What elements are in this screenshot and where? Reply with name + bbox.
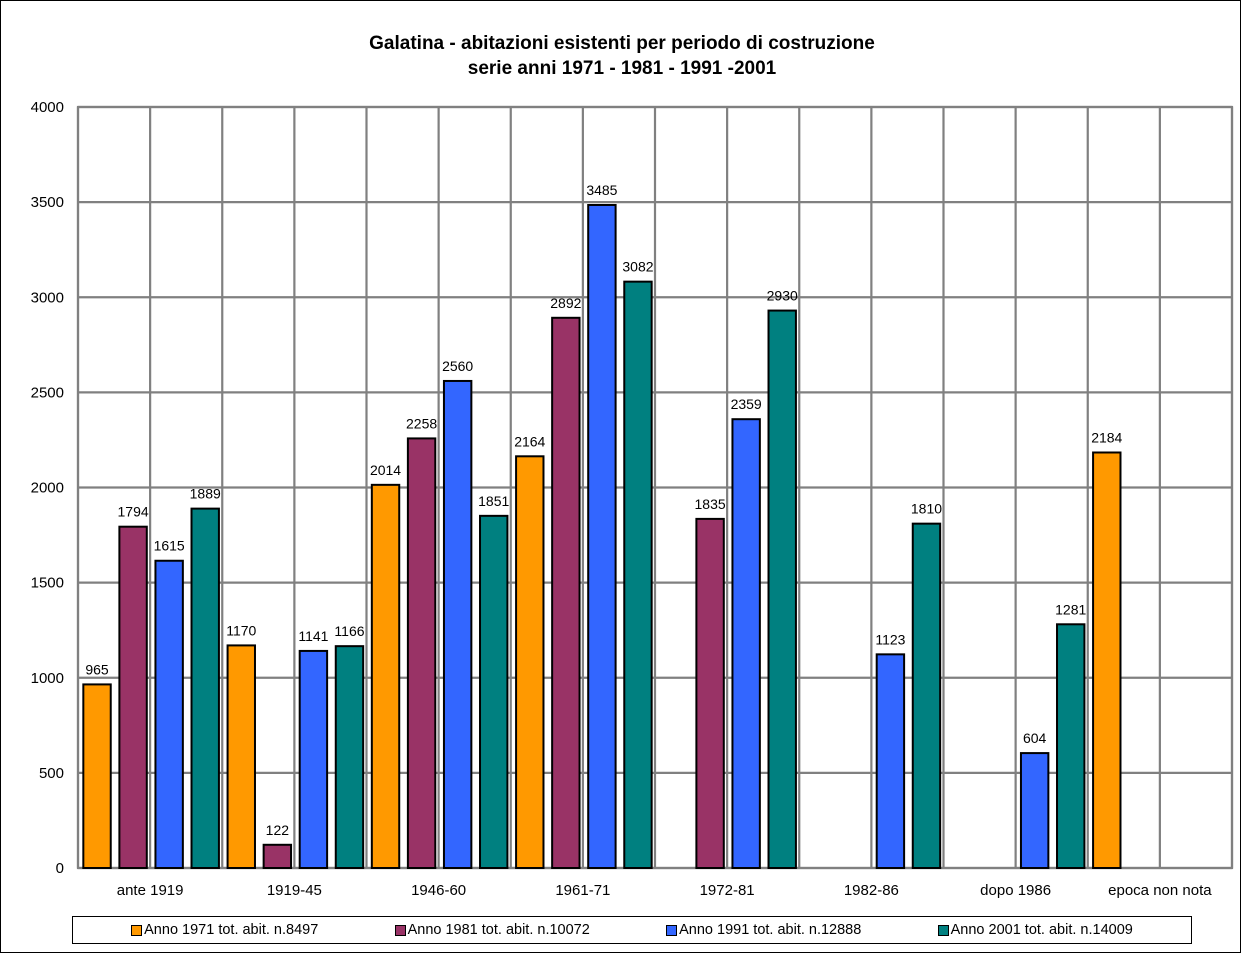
data-label: 1794 [118,504,149,520]
bar [623,280,653,870]
data-label: 2164 [514,433,545,449]
x-tick-label: 1946-60 [411,882,466,899]
bar [731,418,761,869]
y-tick-label: 1000 [31,670,64,687]
x-tick-label: 1972-81 [700,882,755,899]
bar [911,522,942,870]
data-label: 2930 [767,288,798,304]
data-label: 1123 [875,631,905,647]
data-label: 604 [1023,730,1047,746]
chart-title: Galatina - abitazioni esistenti per peri… [369,33,875,54]
y-tick-label: 4000 [31,99,64,116]
bar [334,645,365,870]
legend-label: Anno 2001 tot. abit. n.14009 [950,922,1133,938]
data-label: 2892 [550,295,581,311]
x-tick-label: ante 1919 [117,882,184,899]
legend-swatch [666,924,678,936]
bar [298,649,329,869]
y-tick-label: 1500 [31,575,64,592]
bar [118,525,148,870]
chart-subtitle: serie anni 1971 - 1981 - 1991 -2001 [467,58,777,79]
x-tick-label: 1961-71 [555,882,610,899]
legend-swatch [937,924,949,936]
y-tick-label: 500 [39,765,64,782]
data-label: 1810 [911,501,942,517]
data-label: 2359 [731,396,762,412]
bar [587,203,617,869]
legend-label: Anno 1971 tot. abit. n.8497 [144,922,319,938]
bar [154,559,184,870]
y-tick-label: 2500 [31,384,64,401]
bar [226,644,256,869]
x-tick-label: 1982-86 [844,882,899,899]
bar [82,683,112,869]
bar [406,437,437,869]
bar [1019,752,1050,869]
bar [767,309,797,869]
legend-label: Anno 1981 tot. abit. n.10072 [407,922,590,938]
data-label: 2184 [1091,429,1122,445]
legend-swatch [131,924,143,936]
data-label: 1281 [1055,601,1086,617]
bar [1056,623,1086,869]
y-tick-label: 3500 [31,194,64,211]
data-label: 3485 [586,182,617,198]
bar [1092,451,1122,869]
data-label: 1141 [298,628,328,644]
y-tick-label: 3000 [31,289,64,306]
data-label: 2258 [406,415,437,431]
chart-legend: Anno 1971 tot. abit. n.8497 Anno 1981 tot… [72,916,1192,944]
data-label: 2560 [442,358,473,374]
x-tick-label: epoca non nota [1108,882,1212,899]
legend-entry: Anno 1981 tot. abit. n.10072 [394,922,590,938]
plot-area-border [76,105,1234,870]
data-label: 1170 [226,622,256,638]
data-label: 2014 [370,462,401,478]
bar [695,517,725,869]
data-label: 1615 [154,538,185,554]
y-tick-label: 0 [56,860,64,877]
bar [551,316,581,869]
data-label: 1835 [695,496,726,512]
data-label: 1889 [190,486,221,502]
data-label: 1851 [478,493,509,509]
bar [370,483,401,869]
legend-entry: Anno 1971 tot. abit. n.8497 [131,922,318,938]
data-label: 122 [266,822,290,838]
x-tick-label: 1919-45 [267,882,322,899]
legend-swatch [394,924,406,936]
data-label: 965 [85,661,109,677]
y-tick-label: 2000 [31,480,64,497]
x-tick-label: dopo 1986 [980,882,1051,899]
bar [262,843,293,869]
legend-entry: Anno 1991 tot. abit. n.12888 [666,922,861,938]
legend-label: Anno 1991 tot. abit. n.12888 [679,922,862,938]
bar [190,507,220,869]
data-label: 3082 [622,259,653,275]
bar [442,379,473,869]
bar [515,455,545,869]
legend-entry: Anno 2001 tot. abit. n.14009 [937,922,1133,938]
bar [875,653,906,869]
bar [479,514,509,869]
data-label: 1166 [334,623,364,639]
